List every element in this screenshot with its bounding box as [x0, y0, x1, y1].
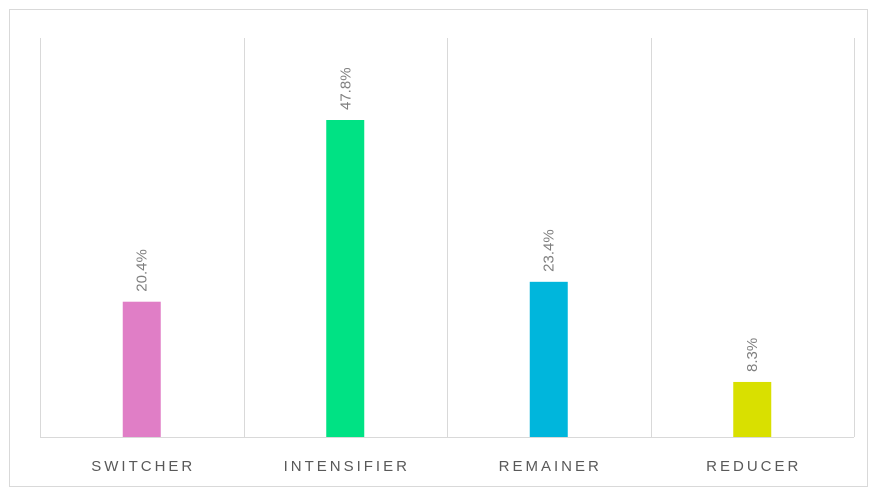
category-label-intensifier: INTENSIFIER [284, 458, 410, 475]
bar-reducer [733, 381, 772, 437]
category-label-reducer: REDUCER [706, 458, 801, 475]
category-label-remainer: REMAINER [499, 458, 602, 475]
bar-intensifier [326, 120, 365, 437]
bar-remainer [529, 281, 568, 437]
data-label-reducer: 8.3% [744, 338, 761, 372]
data-label-remainer: 23.4% [541, 229, 558, 272]
data-label-intensifier: 47.8% [337, 67, 354, 110]
data-label-switcher: 20.4% [134, 249, 151, 292]
category-label-switcher: SWITCHER [91, 458, 195, 475]
bar-switcher [122, 301, 161, 437]
